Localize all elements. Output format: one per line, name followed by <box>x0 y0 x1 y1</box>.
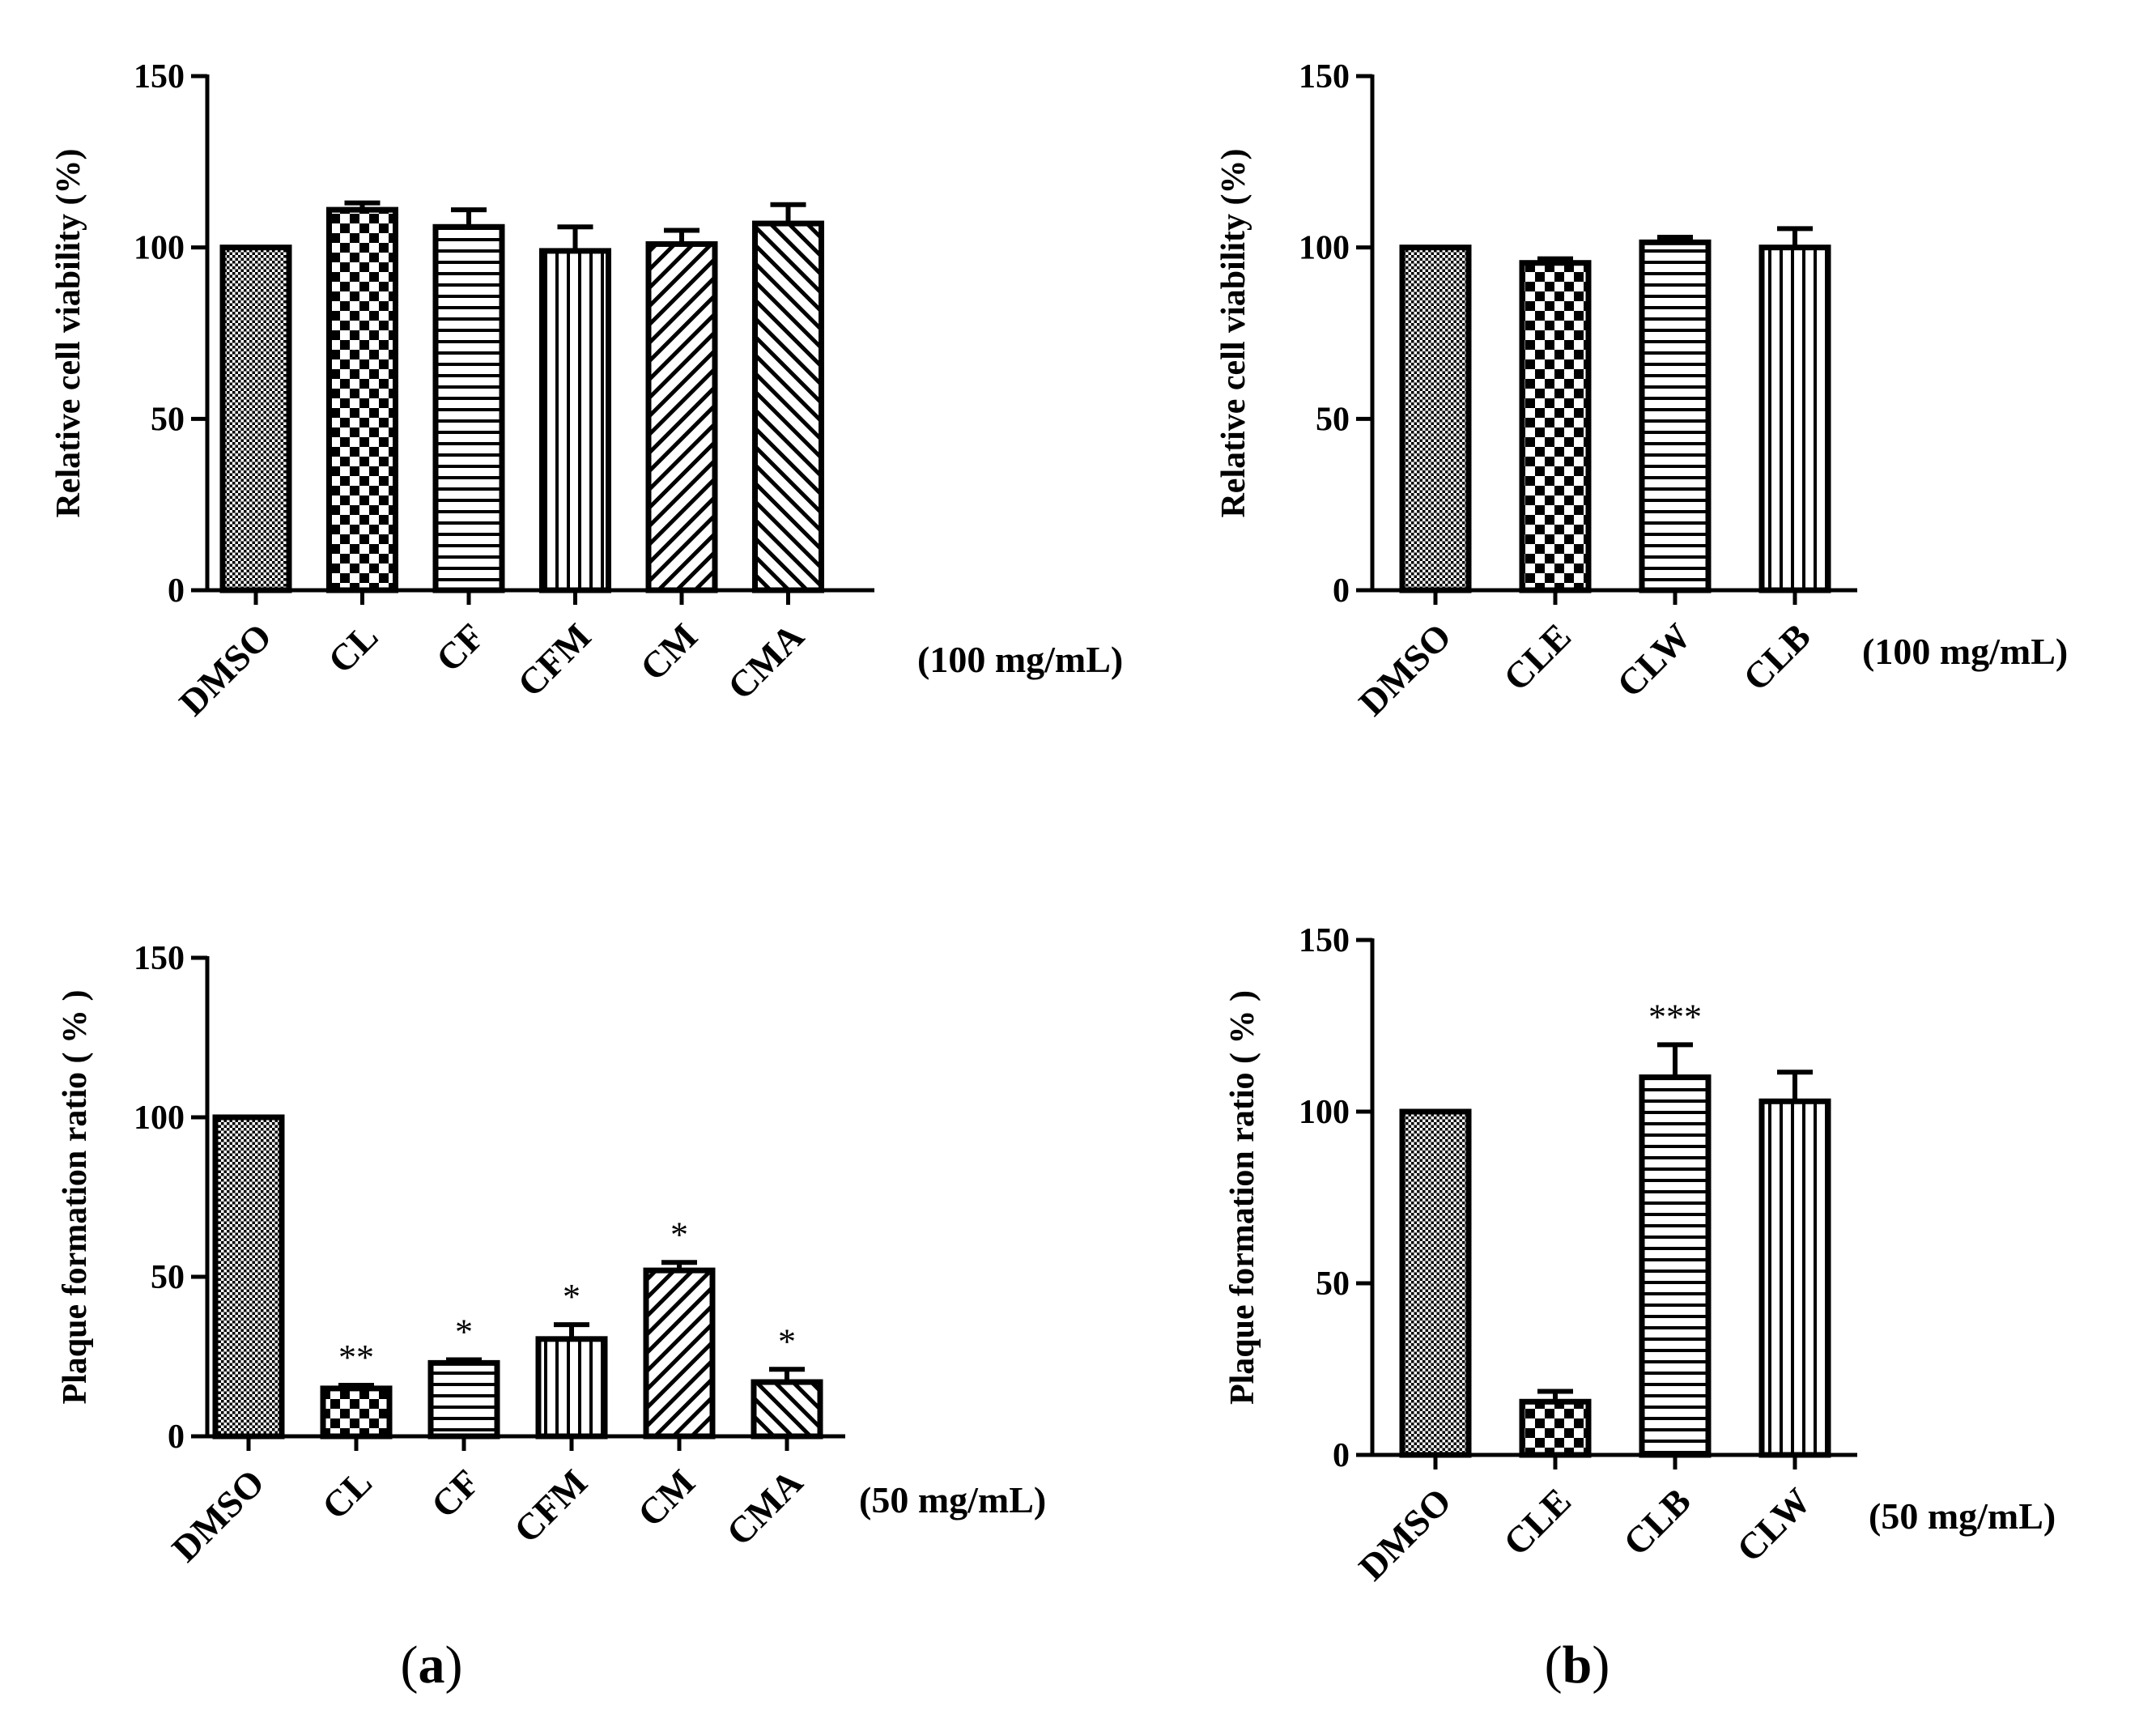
y-axis-label: Plaque formation ratio ( % ) <box>1224 990 1261 1405</box>
category-label: CF <box>428 615 492 679</box>
y-tick-label: 0 <box>168 572 185 610</box>
y-tick-label: 50 <box>151 401 185 438</box>
significance-marker: * <box>563 1277 580 1316</box>
bar-cma <box>751 1379 823 1440</box>
bar-cle <box>1519 1398 1592 1458</box>
y-axis-label: Plaque formation ratio ( % ) <box>57 989 94 1404</box>
category-label: CFM <box>506 1461 595 1550</box>
concentration-label: (100 mg/mL) <box>1862 631 2068 672</box>
panel-label-b: (b) <box>1545 1635 1610 1695</box>
panel-label-a: (a) <box>401 1635 463 1695</box>
y-tick-label: 100 <box>1299 230 1350 267</box>
significance-marker: *** <box>1648 997 1702 1036</box>
y-axis-label: Relative cell viability (%) <box>1215 148 1252 517</box>
bar-dmso <box>212 1114 285 1440</box>
bar-dmso <box>219 245 292 593</box>
chart-a-bottom: 0 50 100 150 Plaque formation ratio ( % ) DMS… <box>57 940 1046 1570</box>
category-label: CLB <box>1735 615 1818 699</box>
category-label: DMSO <box>1350 1480 1459 1589</box>
category-label: DMSO <box>1350 615 1459 724</box>
chart-b-bottom: 0 50 100 150 Plaque formation ratio ( % ) DMS… <box>1224 922 2056 1589</box>
concentration-label: (100 mg/mL) <box>917 639 1123 680</box>
bar-cma <box>752 220 824 593</box>
y-tick-label: 100 <box>134 1099 185 1137</box>
significance-marker: * <box>670 1214 688 1254</box>
bar-clw <box>1639 239 1712 593</box>
y-tick-label: 100 <box>134 230 185 267</box>
charts-layer: 0 50 100 150 Relative cell viability (%) DMSO… <box>50 58 2068 1589</box>
category-label: CMA <box>720 615 812 708</box>
concentration-label: (50 mg/mL) <box>1869 1495 2056 1537</box>
category-label: CFM <box>509 615 598 704</box>
category-label: DMSO <box>164 1461 272 1570</box>
significance-marker: * <box>455 1312 473 1351</box>
bar-cfm <box>535 1336 608 1440</box>
significance-marker: ** <box>338 1338 374 1377</box>
category-label: CF <box>423 1461 487 1525</box>
category-label: CLE <box>1495 1480 1579 1563</box>
category-label: CLW <box>1729 1480 1818 1570</box>
bar-cl <box>320 1385 393 1440</box>
y-tick-label: 150 <box>134 58 185 96</box>
bar-clb <box>1758 245 1831 593</box>
y-tick-label: 150 <box>1299 58 1350 96</box>
y-tick-label: 50 <box>1316 401 1350 438</box>
category-label: DMSO <box>171 615 279 724</box>
category-label: CLE <box>1495 615 1579 699</box>
y-tick-label: 0 <box>168 1418 185 1456</box>
category-label: CM <box>632 615 705 688</box>
concentration-label: (50 mg/mL) <box>859 1479 1046 1520</box>
bar-cm <box>643 1267 716 1440</box>
y-tick-label: 50 <box>1316 1265 1350 1303</box>
category-label: CM <box>630 1461 703 1534</box>
y-tick-label: 0 <box>1333 572 1350 610</box>
y-tick-label: 50 <box>151 1259 185 1296</box>
category-label: CLW <box>1609 615 1699 705</box>
category-label: CLB <box>1615 1480 1699 1563</box>
category-label: CL <box>320 615 385 681</box>
bar-cf <box>427 1359 500 1440</box>
bar-cf <box>432 223 505 593</box>
significance-marker: * <box>778 1321 796 1361</box>
bar-cl <box>326 206 398 593</box>
bar-clb <box>1639 1074 1712 1458</box>
y-tick-label: 100 <box>1299 1094 1350 1131</box>
bar-cle <box>1519 260 1592 593</box>
y-tick-label: 0 <box>1333 1437 1350 1474</box>
y-axis-label: Relative cell viability (%) <box>50 148 87 517</box>
bar-clw <box>1758 1098 1831 1458</box>
y-tick-label: 150 <box>1299 922 1350 959</box>
chart-b-top: 0 50 100 150 Relative cell viability (%) DMSO… <box>1215 58 2068 724</box>
chart-a-top: 0 50 100 150 Relative cell viability (%) DMSO… <box>50 58 1123 724</box>
category-label: CL <box>314 1461 380 1527</box>
bar-cm <box>645 240 718 593</box>
bar-dmso <box>1399 1108 1472 1458</box>
y-tick-label: 150 <box>134 940 185 977</box>
bar-dmso <box>1399 245 1472 593</box>
bar-cfm <box>539 248 611 593</box>
category-label: CMA <box>718 1461 810 1554</box>
